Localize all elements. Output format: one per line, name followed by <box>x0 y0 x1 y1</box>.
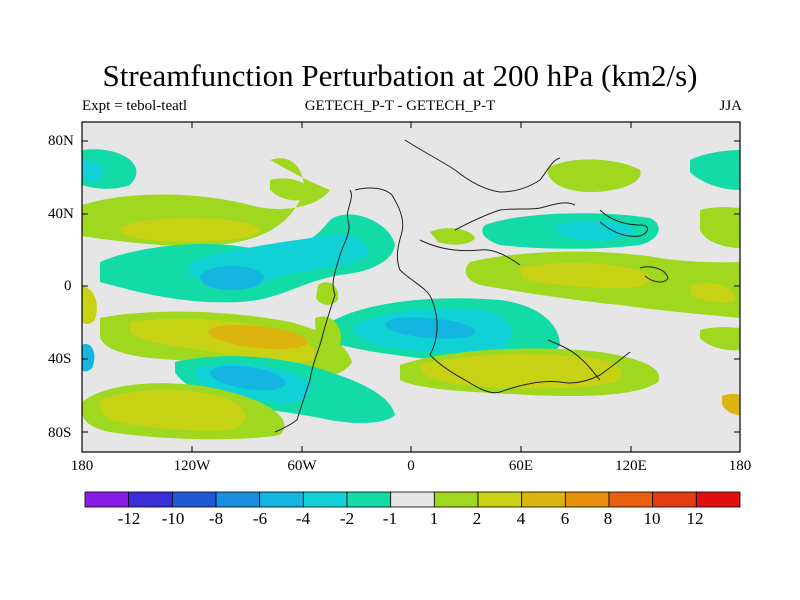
lon-label-60e: 60E <box>508 458 534 474</box>
colorbar-label: -2 <box>339 509 355 528</box>
colorbar-label: -12 <box>117 509 141 528</box>
lat-label-eq: 0 <box>64 278 72 294</box>
colorbar-swatch <box>302 491 348 508</box>
colorbar-label: -8 <box>208 509 224 528</box>
colorbar-label: 10 <box>643 509 661 528</box>
colorbar-label: -4 <box>295 509 311 528</box>
colorbar-swatch <box>215 491 261 508</box>
colorbar-swatch <box>171 491 217 508</box>
colorbar-swatch <box>477 491 523 508</box>
colorbar-label: 12 <box>686 509 704 528</box>
lon-label-120e: 120E <box>615 458 647 474</box>
colorbar-swatch <box>608 491 654 508</box>
colorbar-label: -10 <box>161 509 185 528</box>
colorbar-swatch <box>652 491 697 508</box>
colorbar-label: 2 <box>472 509 482 528</box>
lat-label-80s: 80S <box>48 425 72 441</box>
lat-label-40n: 40N <box>48 206 74 222</box>
map-ticks <box>82 122 740 452</box>
colorbar-label: 4 <box>516 509 526 528</box>
contour-field <box>82 122 740 452</box>
contour-band-pos-asia <box>547 159 641 192</box>
colorbar-label: 8 <box>603 509 613 528</box>
colorbar-swatch <box>564 491 610 508</box>
season-label: JJA <box>719 98 742 114</box>
lon-label-180w: 180 <box>70 458 94 474</box>
colorbar-label: -6 <box>252 509 268 528</box>
colorbar-swatch <box>433 491 479 508</box>
colorbar-label: 1 <box>429 509 439 528</box>
lat-label-80n: 80N <box>48 133 74 149</box>
colorbar-swatch <box>521 491 566 508</box>
colorbar-label: -1 <box>382 509 398 528</box>
colorbar-swatch <box>346 491 392 508</box>
coastline-africa-eurasia <box>429 351 631 394</box>
colorbar-swatch <box>390 491 435 508</box>
model-label: GETECH_P-T - GETECH_P-T <box>304 98 496 114</box>
colorbar-swatch <box>84 491 130 508</box>
colorbar-swatch <box>695 491 741 508</box>
coastline-americas <box>274 189 352 433</box>
lat-label-40s: 40S <box>48 351 72 367</box>
colorbar <box>84 491 741 508</box>
colorbar-label: 6 <box>560 509 570 528</box>
colorbar-swatch <box>259 491 304 508</box>
experiment-label: Expt = tebol-teatl <box>82 98 188 114</box>
map-title: Streamfunction Perturbation at 200 hPa (… <box>102 58 698 93</box>
lon-label-180e: 180 <box>728 458 752 474</box>
lon-label-0: 0 <box>407 458 415 474</box>
lon-label-120w: 120W <box>173 458 211 474</box>
coastlines <box>274 139 669 433</box>
colorbar-swatch <box>128 491 173 508</box>
lon-label-60w: 60W <box>287 458 317 474</box>
